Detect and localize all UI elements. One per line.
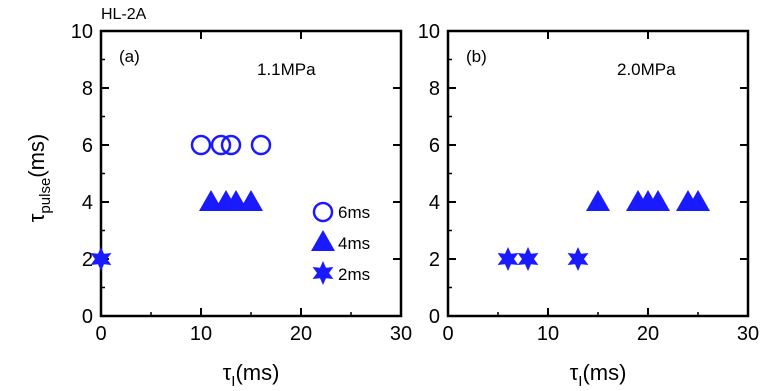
y-axis-label: τpulse(ms) (24, 134, 54, 223)
legend: 6ms 4ms 2ms (311, 201, 370, 285)
panel-b-x-tick-label: 30 (737, 323, 759, 345)
y-axis-label-symbol: τ (24, 213, 49, 222)
panel-b: 0 10 20 30 0 2 4 6 8 10 (b) 2.0MPa τI(ms) (418, 21, 759, 390)
panel-b-x-tick-label: 0 (442, 323, 453, 345)
panel-a-x-label-subscript: I (231, 373, 235, 390)
legend-star-marker (312, 261, 334, 285)
panel-b-y-tick-label: 0 (429, 306, 440, 328)
panel-b-y-tick-label: 6 (429, 135, 440, 157)
panel-a-x-tick-label: 0 (95, 323, 106, 345)
panel-a-y-tick-label: 8 (82, 78, 93, 100)
panel-a-point-circle (190, 134, 212, 156)
panel-a-x-label-unit: (ms) (235, 360, 279, 385)
panel-a-x-label-symbol: τ (223, 360, 232, 385)
header-label: HL-2A (101, 6, 147, 23)
panel-b-points (497, 190, 710, 271)
panel-a-points (90, 134, 272, 271)
panel-b-y-tick-label: 4 (429, 192, 440, 214)
panel-a: 0 10 20 30 0 2 4 6 8 10 (a) 1.1MPa τI(ms) 6ms 4m… (71, 21, 412, 390)
legend-label-6ms: 6ms (338, 203, 370, 222)
panel-b-x-tick-label: 20 (637, 323, 659, 345)
legend-triangle-marker-shape (311, 230, 335, 251)
panel-a-y-tick-label: 6 (82, 135, 93, 157)
svg-text:τpulse(ms): τpulse(ms) (24, 134, 54, 223)
legend-triangle-marker (311, 230, 335, 251)
panel-a-point-circle (220, 134, 242, 156)
panel-a-pressure-annotation: 1.1MPa (257, 60, 316, 79)
panel-a-x-ticks: 0 10 20 30 (95, 31, 412, 345)
panel-a-y-tick-label: 4 (82, 192, 93, 214)
panel-a-y-ticks: 0 2 4 6 8 10 (71, 21, 401, 328)
panel-b-point-star (567, 247, 589, 271)
panel-b-point-triangle (686, 190, 710, 211)
panel-b-frame (446, 29, 750, 318)
panel-b-x-tick-label: 10 (537, 323, 559, 345)
y-axis-label-subscript: pulse (37, 178, 54, 214)
svg-text:τI(ms): τI(ms) (570, 360, 627, 390)
panel-b-y-ticks: 0 2 4 6 8 10 (418, 21, 748, 328)
panel-b-y-tick-label: 8 (429, 78, 440, 100)
panel-a-point-triangle (239, 190, 263, 211)
panel-b-point-triangle (646, 190, 670, 211)
panel-b-label: (b) (466, 47, 487, 66)
panel-b-x-label-subscript: I (578, 373, 582, 390)
panel-b-x-label-unit: (ms) (582, 360, 626, 385)
panel-a-x-tick-label: 10 (190, 323, 212, 345)
panel-a-point-circle (250, 134, 272, 156)
panel-b-pressure-annotation: 2.0MPa (617, 60, 676, 79)
panel-a-label: (a) (119, 47, 140, 66)
legend-star-marker-shape (312, 261, 334, 285)
panel-b-point-star (497, 247, 519, 271)
panel-a-point-circle (210, 134, 232, 156)
panel-b-x-label-symbol: τ (570, 360, 579, 385)
legend-label-2ms: 2ms (338, 265, 370, 284)
panel-a-y-tick-label: 10 (71, 21, 93, 43)
panel-b-y-tick-label: 10 (418, 21, 440, 43)
panel-a-x-tick-label: 20 (290, 323, 312, 345)
panel-a-x-tick-label: 30 (390, 323, 412, 345)
panel-b-point-star (517, 247, 539, 271)
legend-circle-marker-shape (312, 201, 334, 223)
panel-a-x-axis-label: τI(ms) (223, 360, 280, 390)
panel-b-x-axis-label: τI(ms) (570, 360, 627, 390)
panel-b-y-tick-label: 2 (429, 249, 440, 271)
svg-text:τI(ms): τI(ms) (223, 360, 280, 390)
panel-a-y-tick-label: 2 (82, 249, 93, 271)
panel-b-x-ticks: 0 10 20 30 (442, 31, 759, 345)
panel-a-point-star (90, 247, 112, 271)
panel-a-y-tick-label: 0 (82, 306, 93, 328)
y-axis-label-unit: (ms) (24, 134, 49, 178)
panel-b-point-triangle (586, 190, 610, 211)
legend-label-4ms: 4ms (338, 234, 370, 253)
legend-circle-marker (312, 201, 334, 223)
